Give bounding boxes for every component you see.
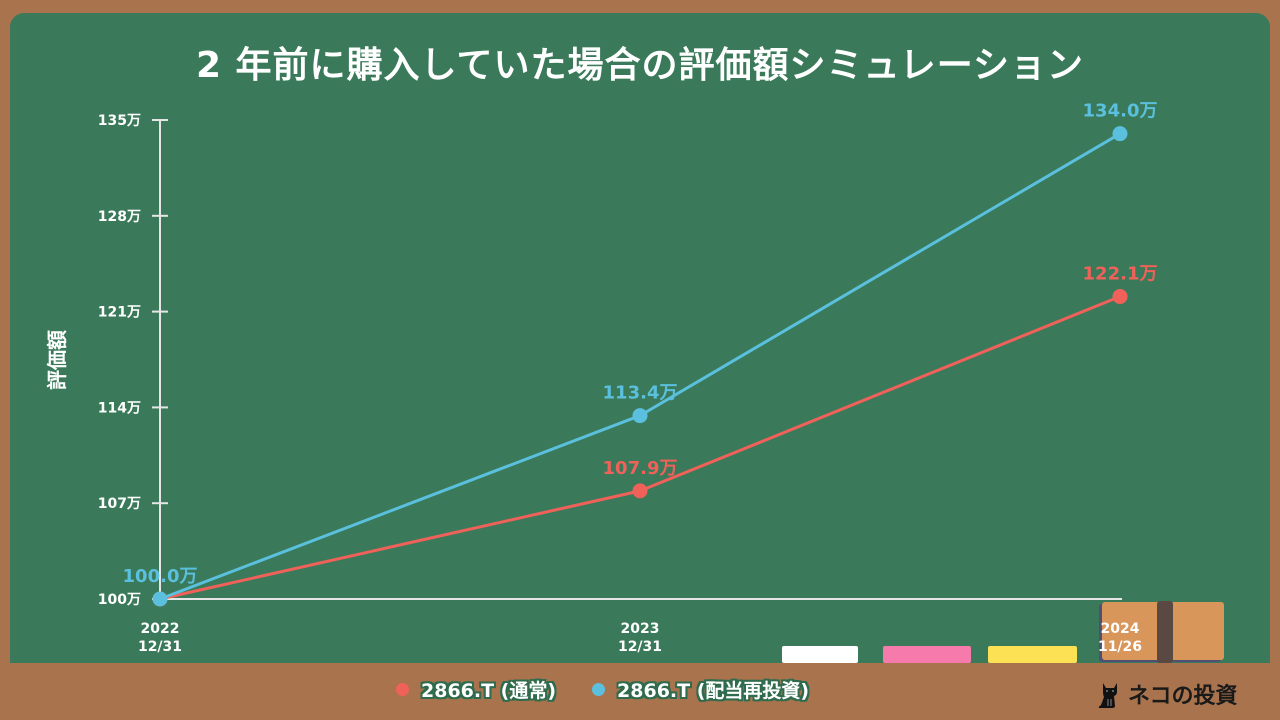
data-point[interactable] bbox=[152, 591, 168, 607]
y-tick-label: 114万 bbox=[98, 400, 141, 416]
data-point[interactable] bbox=[1112, 126, 1128, 142]
series-line bbox=[159, 132, 1121, 601]
data-label: 100.0万 bbox=[123, 566, 198, 587]
series-line bbox=[159, 295, 1121, 601]
y-axis-label: 評価額 bbox=[45, 330, 69, 390]
chalk-pink bbox=[883, 646, 971, 663]
y-tick-label: 107万 bbox=[98, 496, 141, 512]
data-label: 134.0万 bbox=[1083, 101, 1158, 122]
legend-item-normal[interactable]: 2866.T (通常) bbox=[396, 676, 556, 703]
legend-label-reinvest: 2866.T (配当再投資) bbox=[617, 680, 810, 702]
eraser-band bbox=[1157, 601, 1173, 663]
y-ticks: 100万 107万 114万 121万 128万 135万 bbox=[98, 113, 168, 608]
chart-legend: 2866.T (通常) 2866.T (配当再投資) bbox=[396, 676, 831, 703]
chart-title: 2 年前に購入していた場合の評価額シミュレーション bbox=[195, 45, 1085, 86]
data-label: 113.4万 bbox=[603, 383, 678, 404]
series-group: 107.9万 122.1万 100.0万 113.4万 134.0万 bbox=[123, 101, 1158, 607]
data-point[interactable] bbox=[1112, 289, 1128, 305]
data-point[interactable] bbox=[632, 408, 648, 424]
legend-dot-normal-icon bbox=[396, 683, 409, 696]
chalk-white bbox=[782, 646, 858, 663]
chalkboard bbox=[10, 13, 1270, 663]
data-label: 107.9万 bbox=[603, 458, 678, 479]
brand-label: ネコの投資 bbox=[1128, 684, 1238, 709]
y-tick-label: 135万 bbox=[98, 113, 141, 129]
legend-item-reinvest[interactable]: 2866.T (配当再投資) bbox=[592, 676, 809, 703]
y-tick-label: 128万 bbox=[98, 209, 141, 225]
cat-icon bbox=[1098, 683, 1117, 708]
chalk-yellow bbox=[988, 646, 1077, 663]
data-label: 122.1万 bbox=[1083, 264, 1158, 285]
axes bbox=[152, 120, 1122, 600]
legend-label-normal: 2866.T (通常) bbox=[421, 680, 557, 702]
data-point[interactable] bbox=[632, 483, 648, 499]
legend-dot-reinvest-icon bbox=[592, 683, 606, 696]
y-tick-label: 100万 bbox=[98, 592, 141, 608]
y-tick-label: 121万 bbox=[98, 305, 141, 321]
brand-logo: ネコの投資 bbox=[1098, 678, 1238, 710]
